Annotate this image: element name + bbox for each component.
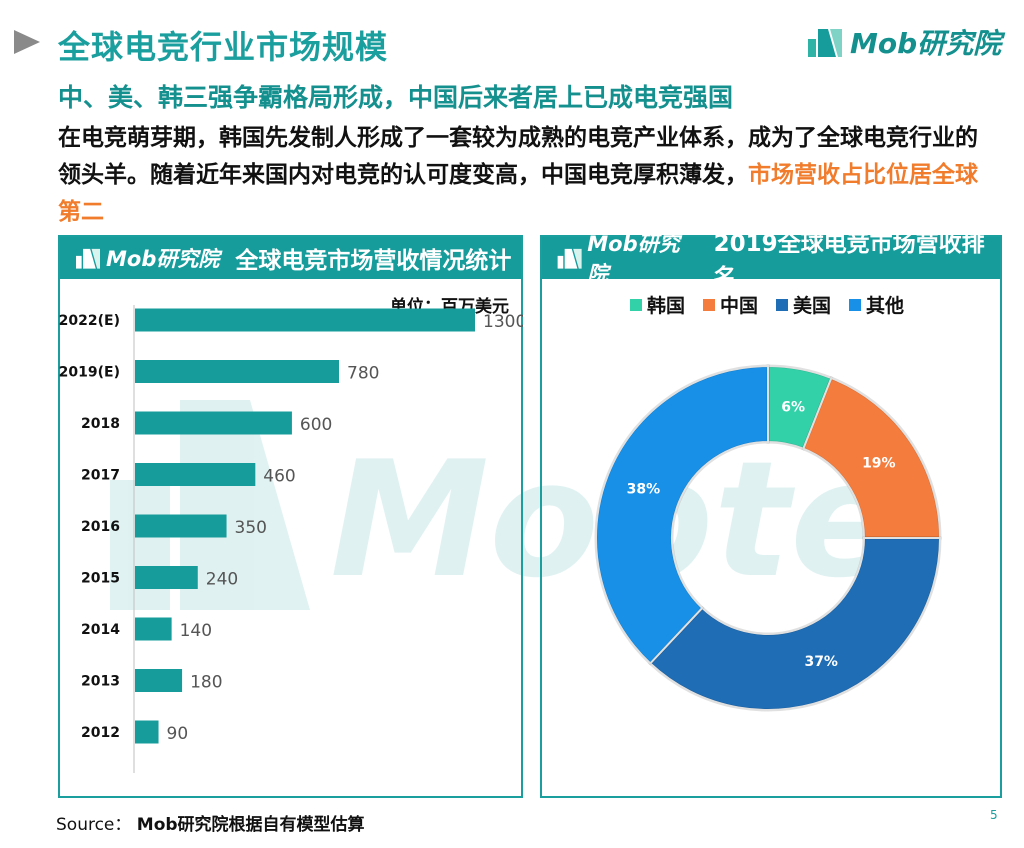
- panel-logo-text: Mob研究院: [106, 247, 220, 271]
- bar-value-label: 460: [263, 467, 295, 487]
- bar: [135, 463, 256, 486]
- source-label: Source：: [56, 815, 132, 835]
- bar-category-label: 2014: [81, 622, 120, 638]
- legend-item: 韩国: [630, 291, 685, 318]
- bar-category-label: 2013: [81, 674, 120, 690]
- bar-chart: 2022(E) 1300 2019(E) 780 2018 600 2017 460 2016 3…: [59, 305, 523, 773]
- bar-value-label: 780: [347, 364, 379, 384]
- left-panel-header: Mob研究院 全球电竞市场营收情况统计: [60, 237, 521, 279]
- donut-chart: 6% 19% 37% 38%: [594, 364, 942, 712]
- bar-category-label: 2012: [81, 725, 120, 741]
- panel-logo: Mob研究院: [556, 228, 698, 288]
- bar: [135, 566, 198, 589]
- donut-slice-edge: [594, 364, 770, 666]
- legend-label: 中国: [720, 295, 759, 317]
- header-logo: Mob研究院: [806, 22, 1001, 62]
- mob-logo-icon: [76, 248, 100, 269]
- legend-swatch: [630, 298, 642, 311]
- ranking-donut-panel: Mob研究院 2019全球电竞市场营收排名: [540, 231, 1002, 798]
- bar: [135, 360, 339, 383]
- bar-value-label: 350: [235, 518, 267, 538]
- bar-value-label: 180: [190, 673, 222, 693]
- bar: [135, 617, 172, 641]
- intro-paragraph: 在电竞萌芽期，韩国先发制人形成了一套较为成熟的电竞产业体系，成为了全球电竞行业的…: [58, 120, 998, 231]
- source-note: Source： Mob研究院根据自有模型估算: [56, 810, 365, 835]
- mob-logo-icon: [808, 29, 842, 57]
- page-number: 5: [990, 808, 998, 822]
- bar-category-label: 2016: [81, 519, 120, 535]
- subtitle: 中、美、韩三强争霸格局形成，中国后来者居上已成电竞强国: [58, 83, 734, 112]
- legend-item: 其他: [849, 291, 904, 318]
- donut-legend: 韩国 中国 美国 其他: [630, 291, 922, 318]
- mob-logo-icon: [557, 248, 582, 269]
- legend-label: 美国: [793, 295, 832, 317]
- bar: [135, 720, 159, 744]
- right-panel-header: Mob研究院 2019全球电竞市场营收排名: [542, 231, 1000, 291]
- bar-category-label: 2018: [81, 416, 120, 432]
- bar-value-label: 240: [206, 570, 238, 590]
- bar: [135, 308, 475, 332]
- right-panel-title: 2019全球电竞市场营收排名: [713, 231, 985, 291]
- bar-value-label: 600: [300, 415, 332, 435]
- left-panel-title: 全球电竞市场营收情况统计: [235, 248, 512, 274]
- bar: [135, 514, 227, 538]
- legend-swatch: [776, 298, 789, 311]
- legend-swatch: [849, 298, 862, 311]
- bar-category-label: 2019(E): [59, 365, 120, 381]
- donut-slice: [595, 364, 769, 665]
- bar-category-label: 2017: [81, 468, 120, 484]
- donut-value-label: 37%: [804, 654, 838, 670]
- bar-value-label: 90: [167, 724, 189, 744]
- bar: [135, 411, 292, 435]
- panel-logo-text: Mob研究院: [587, 232, 680, 286]
- legend-label: 其他: [866, 295, 905, 317]
- legend-swatch: [703, 298, 716, 311]
- legend-item: 美国: [776, 291, 831, 318]
- source-text: Mob研究院根据自有模型估算: [136, 815, 365, 835]
- title-arrow-icon: [14, 30, 40, 54]
- bar-category-label: 2015: [81, 571, 120, 587]
- donut-value-label: 38%: [627, 482, 661, 498]
- bar: [135, 669, 183, 692]
- intro-text: 在电竞萌芽期，韩国先发制人形成了一套较为成熟的电竞产业体系，成为了全球电竞行业的…: [58, 125, 978, 188]
- bar-category-label: 2022(E): [59, 313, 120, 329]
- donut-slice-edge: [648, 536, 942, 712]
- donut-value-label: 19%: [862, 456, 896, 472]
- bar-value-label: 1300: [483, 312, 523, 332]
- bar-value-label: 140: [180, 621, 212, 641]
- intro-highlight: 市场营收占比位居全球第二: [58, 162, 978, 225]
- panel-logo: Mob研究院: [74, 243, 219, 273]
- donut-value-label: 6%: [781, 399, 805, 415]
- legend-label: 韩国: [647, 295, 686, 317]
- logo-text: Mob研究院: [850, 27, 1002, 60]
- legend-item: 中国: [703, 291, 758, 318]
- donut-slice: [648, 537, 942, 711]
- page-title: 全球电竞行业市场规模: [58, 28, 389, 66]
- revenue-bar-panel: Mob研究院 全球电竞市场营收情况统计: [58, 235, 523, 798]
